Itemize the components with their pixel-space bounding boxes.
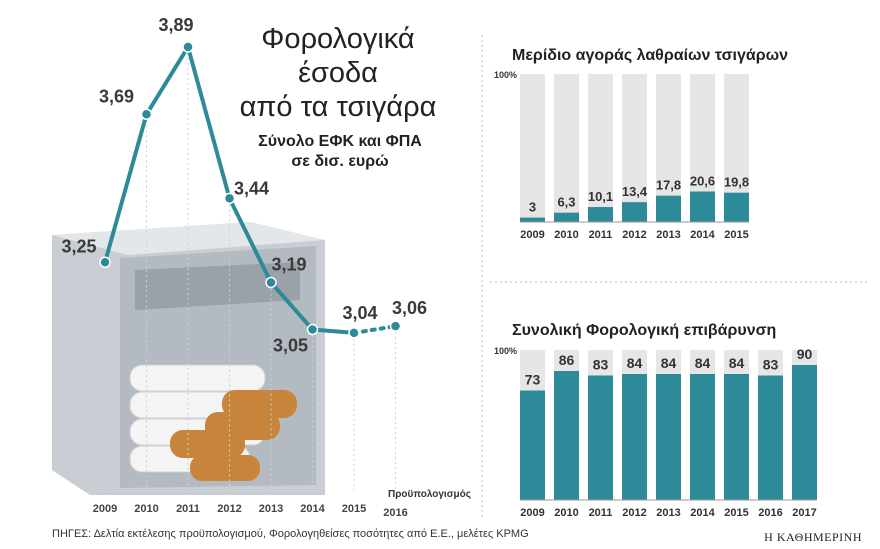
chart-title-line: έσοδα [298, 57, 378, 89]
line-x-tick-label: 2012 [217, 503, 241, 515]
line-point [265, 276, 277, 289]
line-value-label: 3,89 [158, 15, 193, 35]
chart-subtitle: Σύνολο ΕΦΚ και ΦΠΑ σε δισ. ευρώ [250, 132, 430, 172]
line-value-label: 3,05 [273, 336, 308, 356]
line-point [182, 41, 194, 53]
footer-brand: Η ΚΑΘΗΜΕΡΙΝΗ [764, 530, 862, 544]
line-x-tick-label: 2013 [259, 503, 283, 515]
line-series-dashed [352, 324, 398, 335]
footer-source: ΠΗΓΕΣ: Δελτία εκτέλεσης προϋπολογισμού, … [52, 528, 529, 540]
line-value-label: 3,04 [342, 303, 377, 323]
line-point [348, 327, 360, 339]
line-x-tick-label: 2014 [300, 503, 325, 515]
line-points-group [99, 41, 402, 339]
chart-title-line: Φορολογικά [261, 23, 415, 55]
line-x-tick-labels: 2009 2010 2011 2012 2013 2014 2015 2016 [93, 503, 408, 519]
chart-title: Φορολογικά έσοδα από τα τσιγάρα [228, 22, 448, 124]
line-x-tick-label: 2009 [93, 503, 117, 515]
line-point [306, 323, 319, 336]
line-point [140, 108, 153, 121]
bar-chart-2-title: Συνολική Φορολογική επιβάρυνση [512, 322, 777, 339]
line-x-tick-label: 2010 [134, 503, 158, 515]
chart-subtitle-line: σε δισ. ευρώ [291, 153, 389, 170]
line-value-labels: 3,25 3,69 3,89 3,44 3,19 3,05 3,04 3,06 [61, 15, 427, 356]
line-value-label: 3,19 [271, 254, 306, 274]
line-point [223, 192, 236, 205]
line-value-label: 3,69 [99, 86, 134, 106]
cigarette-pack-illustration [52, 222, 325, 495]
line-x-tick-label: 2016 [383, 507, 407, 519]
chart-subtitle-line: Σύνολο ΕΦΚ και ΦΠΑ [258, 133, 422, 150]
line-value-label: 3,25 [61, 236, 96, 256]
line-value-label: 3,44 [234, 178, 269, 198]
line-chart-gridlines [104, 53, 396, 490]
line-point [99, 256, 111, 269]
line-value-label: 3,06 [392, 298, 427, 318]
bar-chart-1-title: Μερίδιο αγοράς λαθραίων τσιγάρων [512, 47, 788, 64]
line-x-tick-label: 2015 [342, 503, 366, 515]
line-point [389, 320, 402, 332]
forecast-note: Προϋπολογισμός [388, 489, 471, 500]
line-x-tick-label: 2011 [176, 503, 200, 515]
chart-title-line: από τα τσιγάρα [239, 91, 437, 123]
